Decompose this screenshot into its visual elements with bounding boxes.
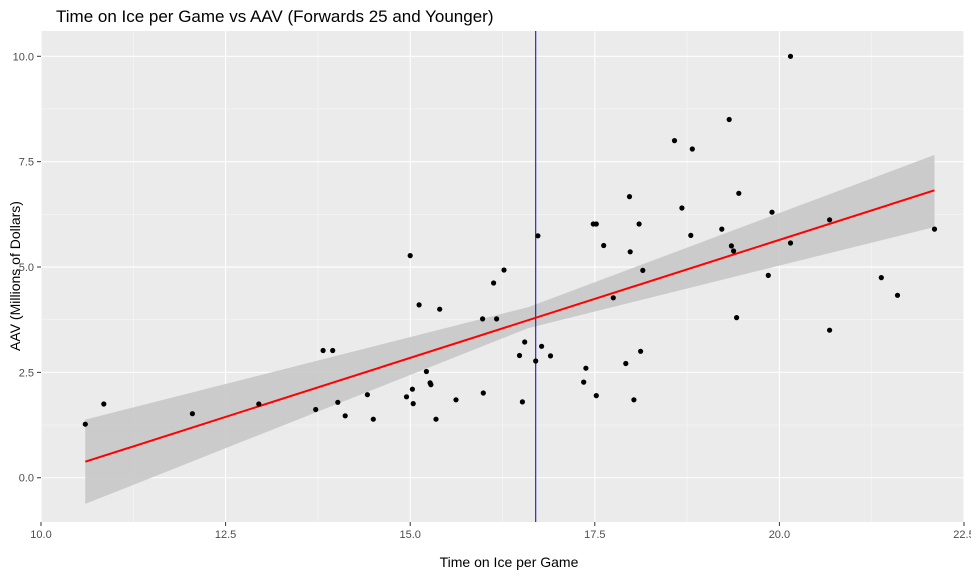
data-point [437, 306, 443, 312]
x-axis-ticks: 10.0 12.5 15.0 17.5 20.0 22.5 [30, 522, 971, 541]
data-point [765, 272, 771, 278]
data-point [403, 394, 410, 400]
confidence-band-layer [85, 154, 935, 504]
data-point [593, 393, 599, 399]
y-tick-label: 2.5 [19, 367, 34, 379]
data-point [519, 399, 526, 405]
data-point [342, 413, 348, 419]
data-point [480, 316, 486, 322]
data-point [627, 249, 633, 255]
data-point [533, 358, 539, 364]
data-point [547, 353, 554, 359]
data-point [101, 401, 107, 407]
data-point [689, 146, 695, 152]
regression-line-layer [84, 189, 935, 463]
data-point [335, 399, 341, 405]
minor-gridlines [41, 31, 964, 522]
data-point [370, 416, 376, 422]
data-point [494, 316, 500, 322]
x-tick-label: 20.0 [769, 529, 790, 541]
data-point [407, 253, 413, 259]
x-tick-label: 17.5 [584, 529, 605, 541]
x-tick-label: 15.0 [399, 529, 420, 541]
data-point [610, 295, 616, 301]
data-point [501, 267, 507, 273]
data-point [583, 365, 589, 371]
data-point [787, 53, 794, 59]
data-point [330, 347, 336, 354]
data-point [491, 280, 497, 286]
data-point [631, 397, 637, 403]
x-tick-label: 10.0 [30, 529, 51, 541]
data-point [581, 379, 587, 385]
data-point [364, 392, 370, 398]
data-point [719, 226, 725, 232]
data-point [731, 248, 737, 254]
data-point [931, 226, 938, 232]
data-point [410, 401, 416, 407]
y-axis-title: AAV (Millions of Dollars) [7, 201, 23, 351]
data-point [679, 205, 685, 211]
data-point [626, 194, 633, 200]
data-point [726, 116, 732, 123]
data-point [736, 190, 742, 196]
data-point [671, 138, 678, 144]
y-axis-ticks: 0.0 2.5 5.0 7.5 10.0 [13, 51, 41, 485]
y-tick-label: 7.5 [19, 157, 34, 169]
data-point [734, 315, 740, 321]
data-point [827, 327, 833, 333]
data-point [428, 382, 434, 388]
data-point [416, 302, 422, 308]
data-point [769, 209, 775, 215]
data-point [688, 232, 694, 238]
data-point [409, 386, 415, 392]
data-point [189, 411, 195, 417]
y-tick-label: 5.0 [19, 262, 34, 274]
data-point [453, 397, 459, 403]
data-points [82, 53, 938, 427]
x-tick-label: 12.5 [215, 529, 236, 541]
data-point [82, 421, 88, 427]
y-tick-label: 10.0 [13, 51, 34, 63]
data-point [623, 360, 629, 367]
data-point [256, 401, 262, 407]
x-tick-label: 22.5 [953, 529, 971, 541]
data-point [728, 243, 735, 249]
y-tick-label: 0.0 [19, 473, 34, 485]
regression-line [84, 189, 935, 463]
data-point [313, 406, 319, 413]
data-point [522, 339, 528, 345]
data-point [423, 368, 429, 375]
data-point [827, 217, 833, 223]
data-point [878, 275, 884, 281]
data-point [516, 352, 523, 359]
confidence-band [85, 154, 935, 504]
data-point [320, 347, 326, 354]
chart-title: Time on Ice per Game vs AAV (Forwards 25… [56, 7, 494, 26]
data-point [638, 348, 644, 354]
data-point [894, 292, 901, 298]
data-point [539, 343, 545, 349]
data-point [535, 233, 541, 239]
data-point [480, 390, 486, 396]
x-axis-title: Time on Ice per Game [440, 554, 579, 570]
data-point [601, 242, 607, 249]
data-point [433, 416, 439, 422]
data-point [640, 267, 646, 273]
data-point [636, 221, 642, 227]
data-point [593, 221, 599, 227]
data-point [787, 240, 794, 246]
